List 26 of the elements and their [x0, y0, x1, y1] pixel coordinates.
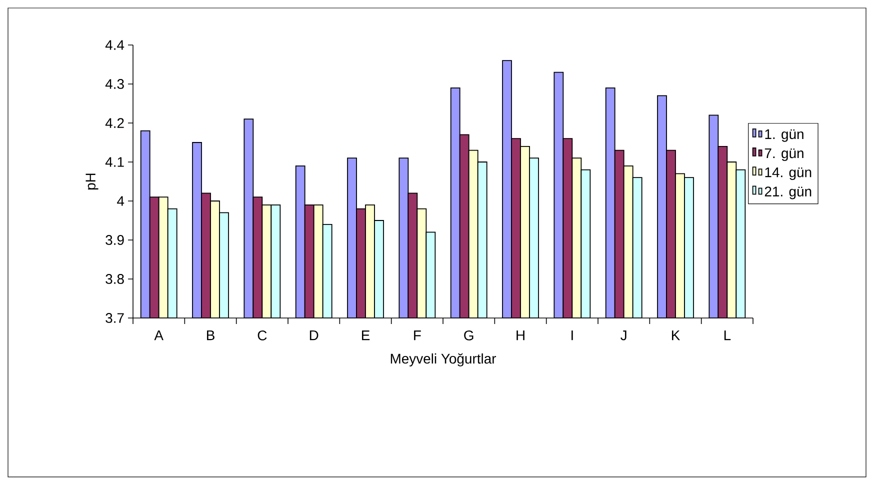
x-tick-label: H	[516, 330, 524, 340]
x-tick-label: K	[672, 330, 680, 340]
y-tick-label: 4.3	[105, 79, 124, 89]
legend-label: 1. gün	[765, 129, 804, 142]
y-tick-label: 4.1	[105, 157, 124, 167]
legend-label: 21. gün	[764, 186, 812, 200]
y-tick-label: 4.2	[105, 118, 124, 128]
y-axis-title: pH	[86, 174, 98, 190]
y-tick-label: 4.4	[105, 40, 124, 50]
y-tick-label: 3.9	[106, 235, 124, 245]
x-axis-title: Meyveli Yoğurtlar	[390, 353, 496, 366]
x-tick-label: B	[207, 330, 214, 340]
x-tick-label: A	[154, 330, 164, 340]
y-tick-label: 3.8	[106, 274, 124, 284]
x-tick-label: I	[572, 330, 573, 340]
y-tick-label: 4	[117, 196, 124, 206]
x-tick-label: L	[724, 330, 731, 340]
x-tick-label: C	[258, 330, 267, 340]
y-tick-label: 3.7	[106, 313, 124, 323]
x-tick-label: D	[310, 330, 318, 340]
legend-label: 7. gün	[764, 148, 804, 161]
legend-label: 14. gün	[765, 168, 812, 180]
x-tick-label: J	[620, 330, 626, 340]
x-tick-label: F	[414, 330, 421, 340]
x-tick-label: E	[362, 330, 370, 340]
x-tick-label: G	[464, 330, 474, 340]
